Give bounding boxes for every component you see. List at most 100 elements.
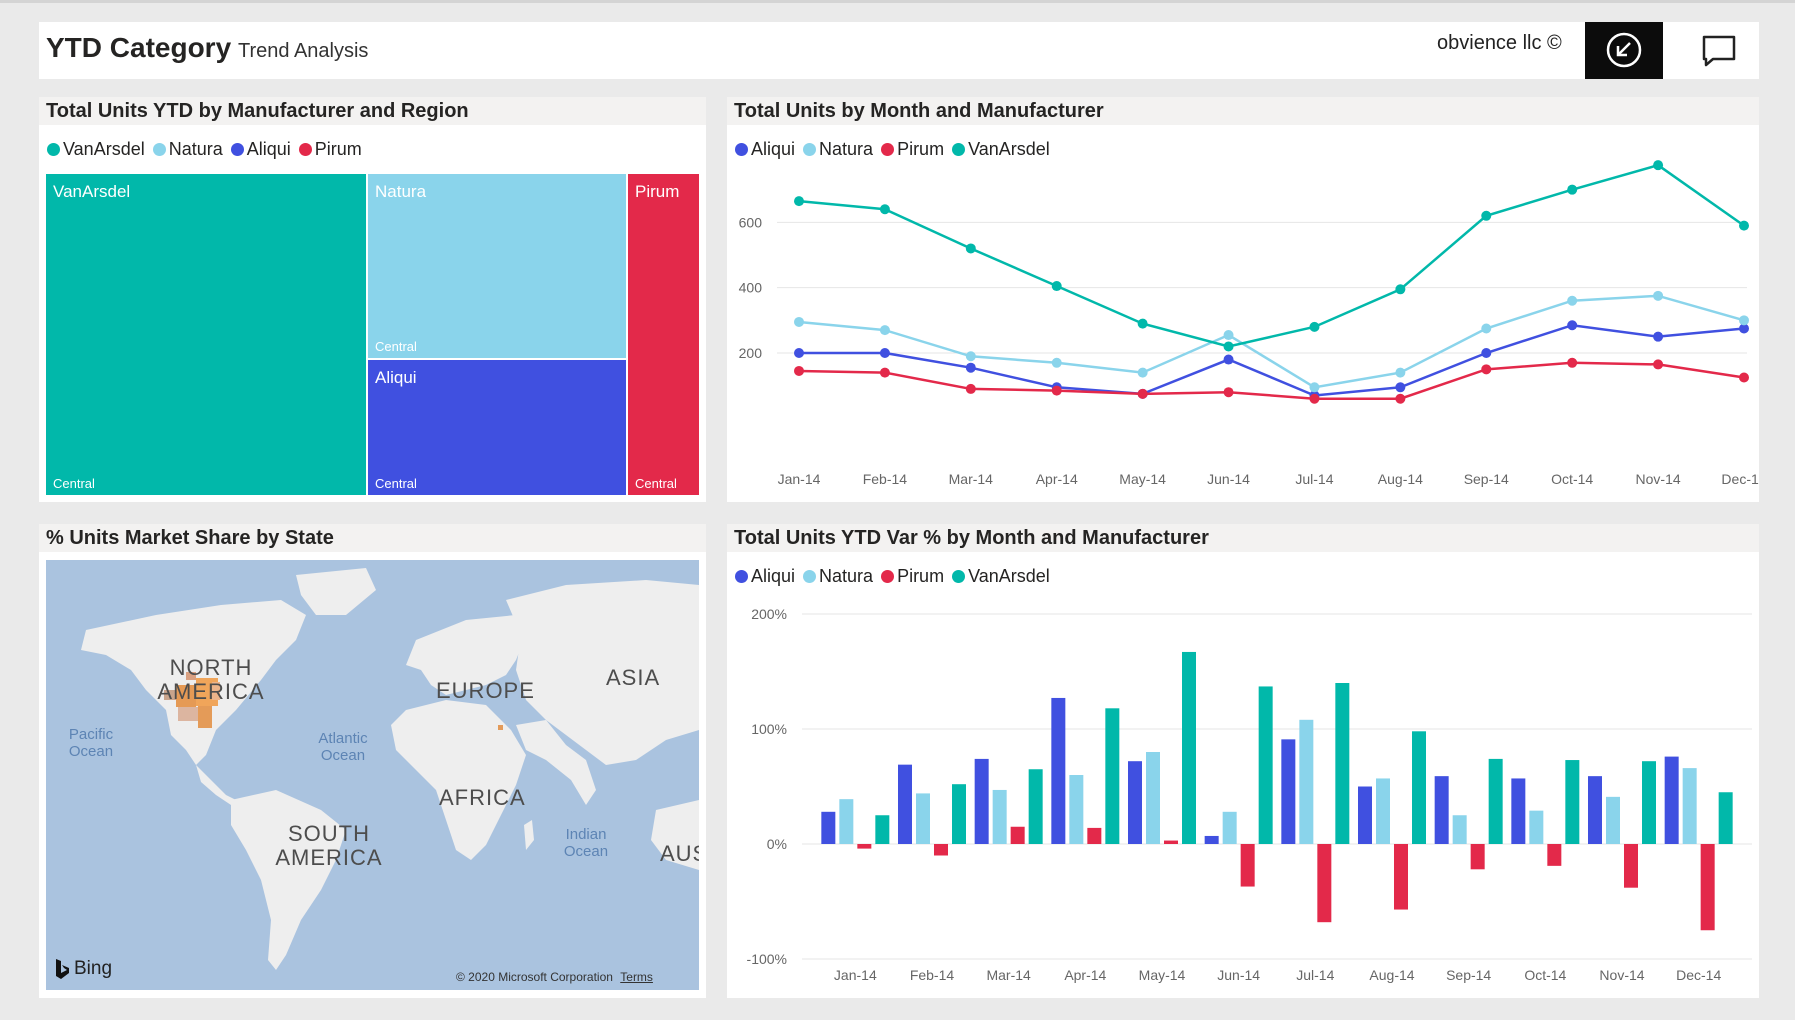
back-button[interactable] — [1585, 22, 1663, 79]
continent-label-africa: AFRICA — [439, 785, 526, 810]
x-tick-label: Jul-14 — [1296, 967, 1334, 983]
x-tick-label: Jan-14 — [778, 471, 821, 487]
bar-aliqui — [1664, 756, 1679, 844]
legend-label: Aliqui — [246, 139, 291, 159]
legend-label: Aliqui — [751, 566, 796, 586]
legend-item-natura[interactable]: Natura — [803, 139, 873, 160]
legend-item-natura[interactable]: Natura — [152, 139, 223, 160]
legend-item-natura[interactable]: Natura — [803, 566, 873, 587]
bar-vanarsdel — [1028, 769, 1043, 844]
data-point-natura — [879, 325, 890, 336]
bar-aliqui — [1281, 739, 1296, 844]
data-point-vanarsdel — [1137, 318, 1148, 329]
data-point-vanarsdel — [1309, 321, 1320, 332]
bar-vanarsdel — [1642, 761, 1656, 844]
legend-label: Natura — [819, 566, 874, 586]
bar-vanarsdel — [1258, 686, 1273, 844]
bar-natura — [1452, 815, 1467, 844]
bar-natura — [1146, 752, 1160, 844]
data-point-pirum — [794, 365, 804, 376]
x-tick-label: Nov-14 — [1636, 471, 1681, 487]
data-point-pirum — [1137, 388, 1148, 399]
terms-link[interactable]: Terms — [620, 970, 653, 984]
legend-label: VanArsdel — [63, 139, 145, 159]
bar-natura — [992, 789, 1007, 844]
x-tick-label: Sep-14 — [1464, 471, 1509, 487]
legend-label: VanArsdel — [968, 566, 1050, 586]
bar-natura — [1299, 719, 1314, 844]
company-name: obvience llc © — [1437, 32, 1562, 54]
bar-natura — [1069, 775, 1084, 844]
x-tick-label: Jan-14 — [834, 967, 877, 983]
x-tick-label: Apr-14 — [1064, 967, 1106, 983]
bar-aliqui — [821, 811, 836, 844]
legend-item-aliqui[interactable]: Aliqui — [230, 139, 291, 160]
legend-dot — [735, 143, 748, 156]
legend-item-aliqui[interactable]: Aliqui — [735, 566, 795, 587]
legend-item-aliqui[interactable]: Aliqui — [735, 139, 795, 160]
data-point-vanarsdel — [1051, 281, 1062, 292]
data-point-natura — [965, 351, 976, 362]
bing-label: Bing — [74, 958, 113, 979]
bing-logo-icon — [56, 959, 69, 979]
map-title: % Units Market Share by State — [39, 524, 706, 552]
treemap-cell-pirum[interactable]: Pirum Central — [628, 174, 699, 495]
bing-logo: Bing — [54, 958, 112, 980]
legend-dot — [881, 143, 895, 156]
y-tick-label: 600 — [739, 214, 763, 230]
series-line-aliqui — [799, 323, 1745, 397]
data-point-vanarsdel — [965, 243, 976, 254]
world-map[interactable]: NORTH AMERICA EUROPE ASIA AFRICA SOUTH A… — [46, 560, 699, 990]
data-point-aliqui — [1739, 323, 1749, 334]
x-tick-label: Oct-14 — [1524, 967, 1566, 983]
legend-item-pirum[interactable]: Pirum — [881, 566, 944, 587]
data-point-pirum — [1653, 359, 1664, 370]
comments-button[interactable] — [1679, 22, 1759, 79]
data-point-natura — [1567, 295, 1578, 306]
legend-item-pirum[interactable]: Pirum — [881, 139, 944, 160]
map-copyright: © 2020 Microsoft Corporation Terms — [456, 970, 653, 984]
ocean-label-indian: Indian Ocean — [563, 826, 609, 860]
x-tick-label: Mar-14 — [949, 471, 994, 487]
page-title: YTD Category — [46, 32, 232, 63]
bar-pirum — [1700, 844, 1715, 931]
bar-pirum — [1317, 844, 1332, 923]
treemap-cell-region: Central — [375, 339, 417, 354]
legend-item-vanarsdel[interactable]: VanArsdel — [952, 139, 1050, 160]
continent-label-asia: ASIA — [606, 665, 661, 690]
x-tick-label: May-14 — [1119, 471, 1166, 487]
treemap-cell-aliqui[interactable]: Aliqui Central — [368, 360, 626, 495]
x-tick-label: Jun-14 — [1207, 471, 1250, 487]
page-subtitle: Trend Analysis — [238, 40, 369, 62]
data-point-natura — [794, 316, 804, 327]
bar-vanarsdel — [1182, 651, 1196, 844]
x-tick-label: Aug-14 — [1369, 967, 1414, 983]
series-line-vanarsdel — [798, 163, 1745, 348]
bar-pirum — [1394, 844, 1408, 910]
treemap-cell-natura[interactable]: Natura Central — [368, 174, 626, 358]
legend-dot — [152, 143, 166, 156]
data-point-pirum — [1481, 364, 1492, 375]
ocean-label-atlantic: Atlantic Ocean — [318, 730, 368, 764]
legend-item-vanarsdel[interactable]: VanArsdel — [47, 139, 145, 160]
data-point-aliqui — [794, 348, 804, 358]
bar-chart-title: Total Units YTD Var % by Month and Manuf… — [727, 524, 1759, 552]
legend-item-pirum[interactable]: Pirum — [298, 139, 362, 160]
data-point-aliqui — [1223, 354, 1234, 365]
data-point-aliqui — [1567, 320, 1578, 331]
bar-vanarsdel — [952, 784, 966, 844]
data-point-pirum — [1739, 372, 1749, 383]
legend-label: Natura — [819, 139, 874, 159]
bar-natura — [916, 793, 930, 844]
legend-item-vanarsdel[interactable]: VanArsdel — [952, 566, 1050, 587]
top-border — [0, 0, 1795, 3]
x-tick-label: Apr-14 — [1036, 471, 1078, 487]
x-tick-label: Jun-14 — [1217, 967, 1260, 983]
data-point-aliqui — [1653, 331, 1664, 342]
x-tick-label: Oct-14 — [1551, 471, 1593, 487]
bar-pirum — [934, 844, 948, 856]
legend-label: Pirum — [897, 566, 945, 586]
treemap-cell-label: Pirum — [635, 182, 680, 201]
copyright-text: © 2020 Microsoft Corporation — [456, 970, 613, 984]
treemap-cell-vanarsdel[interactable]: VanArsdel Central — [46, 174, 366, 495]
